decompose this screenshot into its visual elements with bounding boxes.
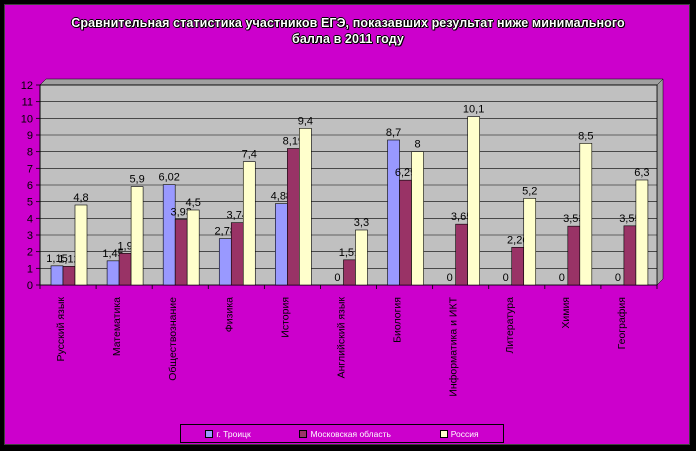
data-label: 0 [503,272,509,284]
bar [455,223,468,286]
bar [118,253,132,286]
bar [50,265,64,286]
bar [623,225,637,286]
y-tick-label: 4 [27,213,33,225]
category-label: История [279,297,291,338]
category-label: Обществознание [167,297,179,381]
data-label: 1,15 [46,253,67,265]
data-label: 8,5 [578,130,593,142]
bar [635,179,649,286]
y-tick-label: 12 [21,80,33,92]
y-tick-label: 6 [27,180,33,192]
y-tick-label: 11 [22,97,33,109]
legend-item: Россия [439,428,479,439]
category-label: Английский язык [336,297,348,379]
category-label: Математика [111,297,123,356]
data-label: 3,65 [451,211,472,223]
data-label: 3,3 [354,217,369,229]
data-label: 6,29 [395,167,416,179]
plot-top-wall [39,78,664,86]
bar [218,238,232,286]
y-tick-label: 10 [21,113,33,125]
bar [186,209,200,286]
category-label: Биология [392,297,404,343]
legend-swatch [205,429,214,438]
bar [511,247,525,286]
data-label: 2,78 [215,226,236,238]
bar [130,186,144,286]
category-label: Литература [504,297,516,354]
data-label: 1,51 [339,247,360,259]
data-label: 0 [559,272,565,284]
legend: г. Троицк Московская область Россия [180,424,504,443]
y-tick-label: 1 [27,263,33,275]
bar [299,128,312,286]
bar [355,229,368,286]
y-tick-label: 8 [27,147,33,159]
bar [343,259,356,286]
data-label: 2,26 [507,234,528,246]
legend-swatch [439,429,448,438]
plot-side-wall [656,78,664,286]
bar [74,204,88,286]
data-label: 3,53 [563,213,584,225]
data-label: 3,55 [619,213,640,225]
data-label: 5,9 [129,174,144,186]
category-label: Физика [223,297,235,332]
data-label: 7,4 [242,149,257,161]
bar [275,203,288,286]
data-label: 8,7 [386,127,401,139]
data-label: 3,93 [170,207,191,219]
data-label: 6,3 [634,167,649,179]
bar [62,266,76,286]
category-label: География [616,297,628,349]
y-tick-label: 0 [27,280,33,292]
data-label: 0 [447,272,453,284]
bar [579,143,593,286]
y-tick-label: 9 [27,130,33,142]
bar [106,260,120,286]
data-label: 5,2 [522,185,537,197]
legend-swatch [299,429,308,438]
data-label: 4,88 [271,191,292,203]
data-label: 0 [615,272,621,284]
chart-title: Сравнительная статистика участников ЕГЭ,… [71,16,625,46]
legend-label: Московская область [310,428,391,439]
data-label: 1,9 [117,240,132,252]
y-tick-label: 2 [27,247,33,259]
category-label: Информатика и ИКТ [448,296,460,396]
bar [567,225,581,286]
y-tick-label: 3 [27,230,33,242]
data-label: 4,8 [73,192,88,204]
data-label: 0 [334,272,340,284]
category-label: Русский язык [55,297,67,362]
bar [230,222,244,286]
legend-label: г. Троицк [216,428,251,439]
data-label: 1,12 [58,253,79,265]
category-label: Химия [560,297,572,329]
bar [387,139,400,286]
bar [162,184,176,286]
bar [523,198,537,286]
bar [467,116,480,286]
bar [242,161,256,286]
data-label: 9,4 [298,115,313,127]
bar [411,151,424,286]
legend-label: Россия [450,428,479,439]
data-label: 10,1 [463,104,484,116]
data-label: 8 [414,139,420,151]
data-label: 6,02 [158,172,179,184]
legend-item: г. Троицк [205,428,251,439]
y-tick-label: 7 [27,163,33,175]
bar [174,219,188,286]
data-label: 8,19 [283,136,304,148]
bar [287,148,300,286]
data-label: 4,5 [186,197,201,209]
legend-item: Московская область [299,428,391,439]
data-label: 1,45 [102,248,123,260]
data-label: 3,74 [227,210,248,222]
bar [399,179,412,286]
y-tick-label: 5 [27,197,33,209]
